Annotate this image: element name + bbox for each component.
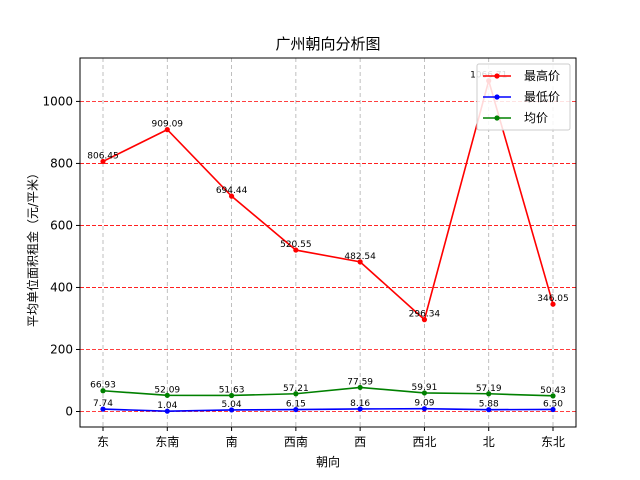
- x-tick-label: 东北: [541, 435, 565, 449]
- data-label: 66.93: [90, 381, 116, 391]
- data-point: [357, 259, 363, 265]
- data-point: [228, 193, 235, 199]
- data-label: 520.55: [280, 240, 312, 250]
- x-tick-label: 北: [483, 435, 495, 449]
- data-point: [421, 317, 428, 323]
- data-point: [357, 406, 363, 412]
- x-tick-label: 西北: [412, 435, 436, 449]
- data-point: [357, 384, 363, 391]
- data-point: [228, 407, 235, 413]
- data-point: [486, 391, 492, 397]
- data-point: [228, 392, 235, 399]
- data-point: [164, 392, 170, 398]
- y-tick-label: 200: [50, 342, 73, 356]
- data-label: 296.34: [409, 310, 441, 320]
- y-tick-label: 400: [50, 280, 73, 294]
- y-axis-label: 平均单位面积租金（元/平米）: [25, 167, 40, 327]
- data-label: 5.88: [479, 400, 499, 410]
- legend-marker: [494, 94, 500, 100]
- data-point: [550, 393, 556, 399]
- y-tick-label: 0: [65, 404, 73, 418]
- x-axis-label: 朝向: [316, 454, 340, 469]
- data-label: 77.59: [347, 377, 373, 387]
- y-tick-label: 600: [50, 218, 73, 232]
- data-label: 6.15: [286, 400, 306, 410]
- data-label: 51.63: [219, 385, 245, 395]
- data-label: 52.09: [154, 385, 180, 395]
- data-point: [421, 390, 428, 396]
- x-tick-label: 南: [226, 434, 238, 449]
- data-point: [421, 406, 428, 412]
- data-point: [550, 301, 556, 307]
- series-line: [102, 386, 554, 397]
- data-label: 6.50: [543, 399, 563, 409]
- data-label: 346.05: [537, 294, 569, 304]
- legend-marker: [494, 73, 500, 79]
- data-label: 5.04: [222, 400, 242, 410]
- data-label: 57.21: [283, 384, 309, 394]
- data-label: 8.16: [350, 399, 370, 409]
- series-line: [102, 407, 554, 412]
- data-label: 909.09: [152, 120, 184, 130]
- legend-entry: 最高价: [524, 68, 560, 83]
- x-tick-label: 西: [354, 435, 366, 449]
- data-point: [293, 391, 299, 397]
- data-point: [293, 247, 299, 253]
- data-point: [550, 406, 556, 413]
- data-label: 1.04: [157, 401, 177, 411]
- data-point: [164, 127, 170, 133]
- data-label: 694.44: [216, 186, 248, 196]
- data-label: 7.74: [93, 399, 113, 409]
- legend-box: [476, 63, 571, 131]
- legend-marker: [494, 115, 500, 121]
- data-label: 57.19: [476, 384, 502, 394]
- legend-entry: 均价: [524, 111, 548, 125]
- x-tick-label: 东: [97, 435, 109, 449]
- data-point: [100, 158, 106, 165]
- data-point: [293, 406, 299, 413]
- data-label: 482.54: [344, 252, 376, 262]
- data-label: 59.91: [412, 383, 438, 393]
- data-label: 50.43: [540, 386, 566, 396]
- y-tick-label: 800: [50, 156, 73, 170]
- x-tick-label: 东南: [155, 434, 179, 449]
- chart-title: 广州朝向分析图: [275, 35, 380, 53]
- data-point: [100, 406, 106, 412]
- data-point: [164, 408, 170, 414]
- data-point: [486, 407, 492, 413]
- data-label: 9.09: [414, 399, 434, 409]
- data-label: 806.45: [87, 151, 119, 161]
- y-tick-label: 1000: [42, 94, 73, 108]
- plot-frame: [79, 57, 577, 428]
- x-tick-label: 西南: [284, 434, 308, 449]
- legend-entry: 最低价: [524, 90, 560, 104]
- data-point: [100, 388, 106, 394]
